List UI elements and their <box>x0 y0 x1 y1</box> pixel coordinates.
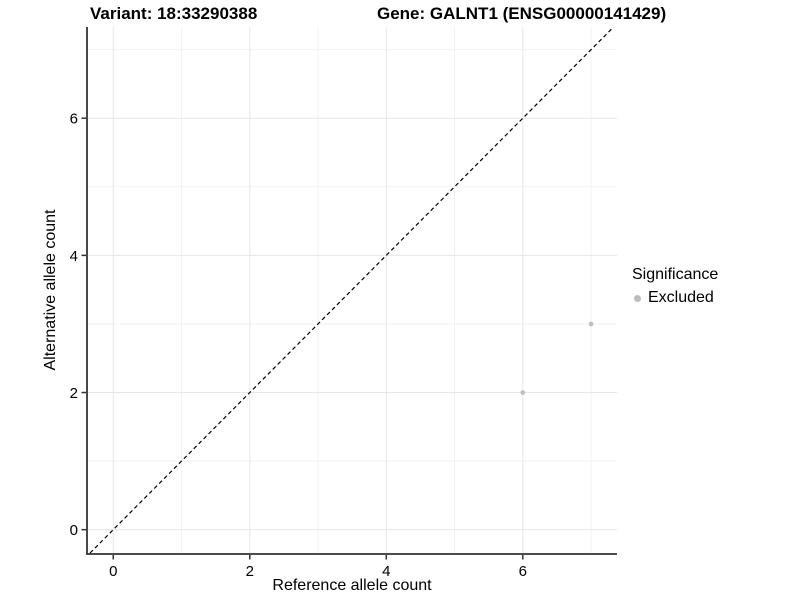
excluded-point-icon <box>634 294 641 302</box>
y-tick-label: 4 <box>70 248 78 265</box>
data-point <box>520 390 526 395</box>
minor-gridlines <box>88 27 617 553</box>
axis-lines <box>86 27 617 555</box>
legend-title: Significance <box>632 266 719 283</box>
x-tick-label: 6 <box>519 563 527 580</box>
y-tick-label: 0 <box>70 522 78 539</box>
major-gridlines <box>88 27 617 553</box>
legend: Significance Excluded <box>632 266 718 307</box>
x-axis-title: Reference allele count <box>272 577 432 594</box>
gene-title: Gene: GALNT1 (ENSG00000141429) <box>377 4 667 23</box>
data-points <box>520 321 594 395</box>
axis-tick-labels: 0 2 4 6 0 2 4 6 <box>70 111 527 580</box>
x-tick-label: 0 <box>109 563 117 580</box>
axis-ticks <box>81 117 524 560</box>
y-axis-title: Alternative allele count <box>42 209 59 371</box>
legend-item-excluded: Excluded <box>632 289 718 307</box>
data-point <box>588 321 594 327</box>
legend-item-label: Excluded <box>648 289 714 306</box>
y-tick-label: 2 <box>70 385 78 402</box>
identity-dashed-line <box>89 26 615 554</box>
x-tick-label: 2 <box>246 563 254 580</box>
y-tick-label: 6 <box>70 111 78 128</box>
variant-title: Variant: 18:33290388 <box>90 4 258 23</box>
x-tick-label: 4 <box>382 563 390 580</box>
